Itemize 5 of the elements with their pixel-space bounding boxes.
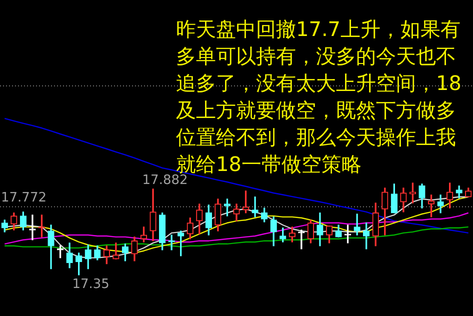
candlestick — [354, 214, 360, 236]
ref-line-label: 17.772 — [1, 190, 46, 206]
annotation: 17.35 — [72, 276, 110, 292]
candlestick — [252, 196, 258, 218]
candlestick — [29, 214, 36, 240]
